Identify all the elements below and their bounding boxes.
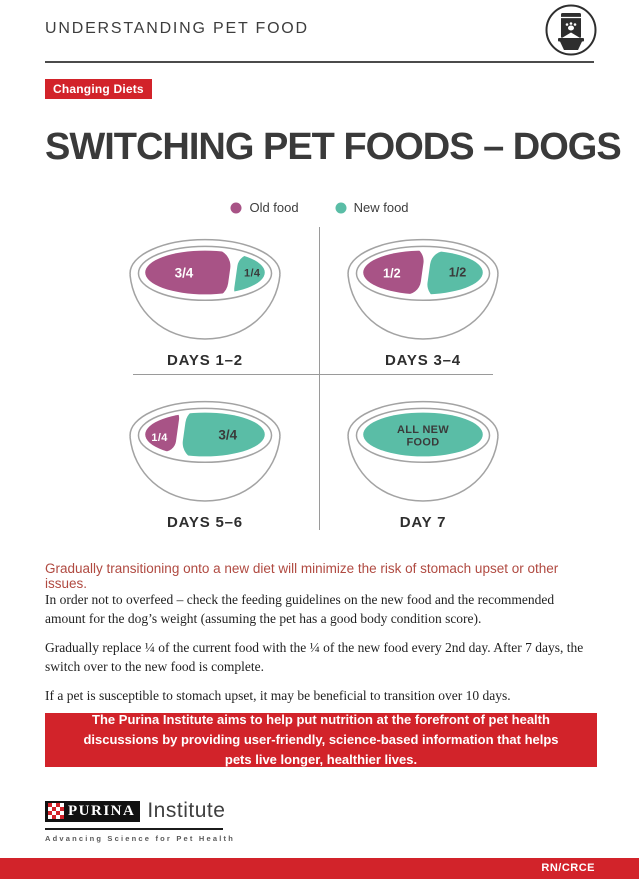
footer-code: RN/CRCE: [541, 862, 595, 874]
purina-institute-logo: PURINA Institute Advancing Science for P…: [45, 799, 235, 843]
header-divider: [45, 61, 594, 63]
footer-bar: RN/CRCE: [0, 858, 639, 879]
body-paragraphs: In order not to overfeed – check the fee…: [45, 591, 585, 715]
new-food-portion: [363, 412, 483, 457]
dog-bowl-days-1-2: 3/4 1/4: [129, 238, 281, 340]
logo-institute-text: Institute: [147, 799, 226, 822]
bowl-label-days-1-2: DAYS 1–2: [167, 352, 243, 369]
legend-item-new-food: New food: [335, 200, 409, 215]
dog-bowl-days-3-4: 1/2 1/2: [347, 238, 499, 340]
purina-wordmark-box: PURINA: [45, 800, 141, 822]
dog-bowl-days-5-6: 1/4 3/4: [129, 400, 281, 502]
paragraph-stomach-upset: If a pet is susceptible to stomach upset…: [45, 687, 511, 703]
old-food-dot-icon: [230, 202, 242, 213]
paragraph-replace-quarter: Gradually replace ¼ of the current food …: [45, 639, 584, 674]
purina-institute-callout: The Purina Institute aims to help put nu…: [45, 711, 597, 768]
legend: Old food New food: [0, 200, 639, 215]
logo-lockup: PURINA Institute: [45, 799, 226, 830]
legend-new-label: New food: [353, 200, 409, 215]
all-new-food-label-line1: ALL NEW: [397, 424, 449, 436]
pet-food-bag-and-bowl-icon: [544, 2, 598, 65]
all-new-food-label-line2: FOOD: [407, 436, 440, 448]
highlight-sentence: Gradually transitioning onto a new diet …: [45, 561, 559, 591]
bowl-label-days-3-4: DAYS 3–4: [385, 352, 461, 369]
paragraph-overfeed: In order not to overfeed – check the fee…: [45, 592, 555, 626]
old-fraction-label: 3/4: [175, 266, 194, 281]
new-fraction-label: 1/4: [244, 268, 261, 280]
legend-old-label: Old food: [249, 200, 299, 215]
callout-text: The Purina Institute aims to help put nu…: [83, 711, 559, 768]
page-title: SWITCHING PET FOODS – DOGS: [45, 126, 622, 168]
section-badge: Changing Diets: [45, 79, 152, 99]
old-fraction-label: 1/2: [383, 267, 401, 281]
logo-tagline: Advancing Science for Pet Health: [45, 834, 236, 843]
new-fraction-label: 3/4: [218, 428, 237, 443]
dog-bowl-day-7: ALL NEW FOOD: [347, 400, 499, 502]
logo-brand-text: PURINA: [68, 802, 136, 819]
page-header-title: UNDERSTANDING PET FOOD: [45, 20, 309, 37]
quadrant-vertical-divider: [319, 227, 320, 530]
new-food-dot-icon: [335, 202, 347, 213]
quadrant-horizontal-divider: [133, 374, 493, 375]
legend-item-old-food: Old food: [230, 200, 299, 215]
bowl-label-day-7: DAY 7: [399, 514, 447, 531]
old-fraction-label: 1/4: [151, 432, 168, 444]
purina-checkerboard-icon: [48, 803, 64, 819]
new-fraction-label: 1/2: [449, 266, 467, 280]
bowl-label-days-5-6: DAYS 5–6: [167, 514, 243, 531]
